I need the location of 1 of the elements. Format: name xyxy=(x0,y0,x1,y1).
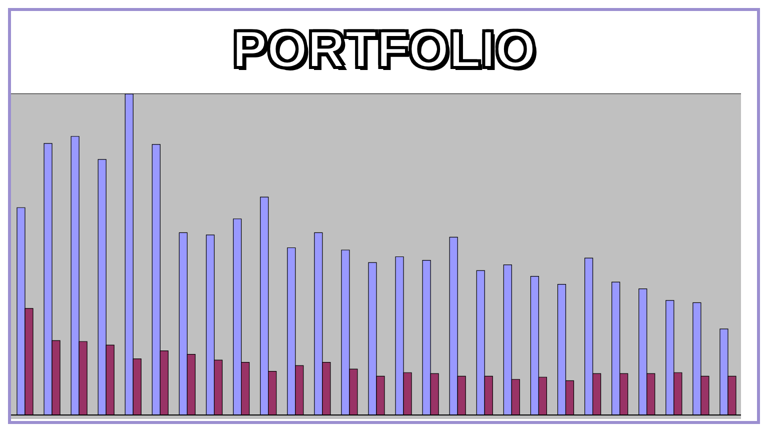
chart-title: PORTFOLIO xyxy=(231,20,538,81)
